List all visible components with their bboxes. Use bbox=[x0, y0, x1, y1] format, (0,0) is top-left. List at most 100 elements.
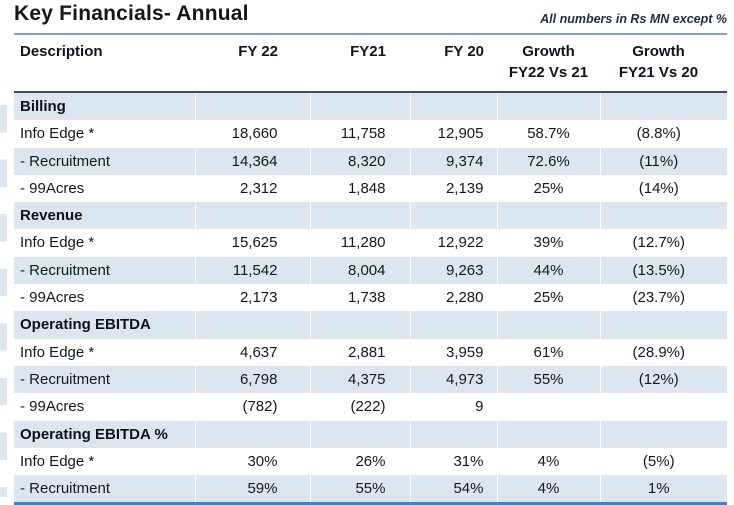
cell-fy21: 1,848 bbox=[310, 174, 411, 203]
cell-growth-fy22-vs-21: 4% bbox=[497, 475, 601, 504]
data-row: - Recruitment 6,798 4,375 4,973 55% (12%) bbox=[14, 365, 727, 394]
cell-fy21: 55% bbox=[310, 475, 411, 504]
cell-growth-fy22-vs-21 bbox=[497, 311, 601, 339]
row-label: Operating EBITDA bbox=[14, 311, 196, 339]
row-label: Revenue bbox=[14, 202, 196, 230]
section-row: Revenue bbox=[14, 202, 727, 230]
section-row: Operating EBITDA % bbox=[14, 420, 727, 448]
col-header-fy22: FY 22 bbox=[195, 34, 310, 93]
page-title: Key Financials- Annual bbox=[14, 2, 249, 25]
section-row: Operating EBITDA bbox=[14, 311, 727, 339]
left-edge-artifact bbox=[0, 105, 7, 497]
cell-fy21: 11,758 bbox=[310, 120, 411, 148]
cell-fy20: 9 bbox=[410, 393, 498, 421]
cell-growth-fy22-vs-21: 55% bbox=[497, 365, 601, 394]
cell-fy20 bbox=[410, 202, 498, 230]
cell-growth-fy22-vs-21 bbox=[497, 202, 601, 230]
cell-fy21 bbox=[310, 311, 411, 339]
cell-fy20: 3,959 bbox=[410, 338, 498, 366]
row-label: - 99Acres bbox=[14, 174, 196, 203]
cell-fy21 bbox=[310, 92, 411, 121]
cell-fy22: 11,542 bbox=[195, 256, 311, 285]
cell-fy21: 11,280 bbox=[310, 229, 411, 257]
col-header-line1: Growth bbox=[522, 43, 575, 60]
cell-fy20: 2,280 bbox=[410, 284, 498, 312]
cell-fy20: 31% bbox=[410, 447, 498, 476]
cell-fy21: 4,375 bbox=[310, 365, 411, 394]
cell-growth-fy21-vs-20: (11%) bbox=[600, 147, 727, 175]
header-row: Description FY 22 FY21 FY 20 Growth FY22… bbox=[14, 34, 727, 93]
row-label: Info Edge * bbox=[14, 120, 196, 148]
cell-fy22 bbox=[195, 311, 311, 339]
cell-fy22: 2,312 bbox=[195, 174, 311, 203]
data-row: - Recruitment 11,542 8,004 9,263 44% (13.5%) bbox=[14, 256, 727, 285]
cell-growth-fy22-vs-21: 4% bbox=[497, 447, 601, 476]
section-row: Billing bbox=[14, 92, 727, 121]
row-label: - Recruitment bbox=[14, 475, 196, 504]
financials-table: Description FY 22 FY21 FY 20 Growth FY22… bbox=[14, 33, 727, 505]
cell-fy20: 12,905 bbox=[410, 120, 498, 148]
col-header-fy20: FY 20 bbox=[410, 34, 497, 93]
cell-fy22 bbox=[195, 202, 311, 230]
data-row: Info Edge * 18,660 11,758 12,905 58.7% (8.8%) bbox=[14, 120, 727, 148]
cell-growth-fy22-vs-21: 58.7% bbox=[497, 120, 601, 148]
cell-fy21 bbox=[310, 202, 411, 230]
col-header-description: Description bbox=[14, 34, 195, 93]
cell-fy22: 30% bbox=[195, 447, 311, 476]
cell-fy22: 2,173 bbox=[195, 284, 311, 312]
cell-growth-fy21-vs-20 bbox=[600, 420, 727, 448]
cell-growth-fy21-vs-20 bbox=[600, 311, 727, 339]
col-header-line2: FY21 Vs 20 bbox=[618, 64, 699, 81]
cell-growth-fy22-vs-21: 44% bbox=[497, 256, 601, 285]
units-note: All numbers in Rs MN except % bbox=[540, 12, 727, 26]
cell-growth-fy22-vs-21: 25% bbox=[497, 284, 601, 312]
cell-fy22 bbox=[195, 92, 311, 121]
cell-fy21: 26% bbox=[310, 447, 411, 476]
cell-growth-fy22-vs-21: 72.6% bbox=[497, 147, 601, 175]
cell-growth-fy22-vs-21: 61% bbox=[497, 338, 601, 366]
cell-fy22: 6,798 bbox=[195, 365, 311, 394]
row-label: - 99Acres bbox=[14, 393, 196, 421]
data-row: Info Edge * 15,625 11,280 12,922 39% (12.7%) bbox=[14, 229, 727, 257]
col-header-growth-fy22-vs-21: Growth FY22 Vs 21 bbox=[497, 34, 600, 93]
cell-growth-fy22-vs-21: 25% bbox=[497, 174, 601, 203]
cell-fy21: 8,320 bbox=[310, 147, 411, 175]
cell-fy20: 2,139 bbox=[410, 174, 498, 203]
cell-fy21: 2,881 bbox=[310, 338, 411, 366]
col-header-growth-fy21-vs-20: Growth FY21 Vs 20 bbox=[600, 34, 727, 93]
cell-fy22: 59% bbox=[195, 475, 311, 504]
cell-fy20: 12,922 bbox=[410, 229, 498, 257]
cell-growth-fy22-vs-21 bbox=[497, 420, 601, 448]
cell-growth-fy21-vs-20: (12.7%) bbox=[632, 234, 686, 252]
cell-growth-fy21-vs-20: (23.7%) bbox=[632, 289, 686, 307]
cell-growth-fy21-vs-20: (5%) bbox=[642, 452, 675, 470]
cell-fy22: 4,637 bbox=[195, 338, 311, 366]
row-label: - Recruitment bbox=[14, 365, 196, 394]
cell-fy20 bbox=[410, 420, 498, 448]
cell-fy20 bbox=[410, 92, 498, 121]
row-label: - Recruitment bbox=[14, 256, 196, 285]
cell-fy20 bbox=[410, 311, 498, 339]
cell-fy21: (222) bbox=[310, 393, 411, 421]
data-row: - 99Acres 2,312 1,848 2,139 25% (14%) bbox=[14, 174, 727, 203]
table-body: Billing Info Edge * 18,660 11,758 12,905 58.7… bbox=[14, 92, 727, 504]
cell-growth-fy21-vs-20 bbox=[600, 202, 727, 230]
cell-growth-fy21-vs-20 bbox=[600, 92, 727, 121]
cell-growth-fy21-vs-20: (14%) bbox=[638, 179, 679, 197]
row-label: Info Edge * bbox=[14, 338, 196, 366]
col-header-line1: Growth bbox=[632, 43, 685, 60]
cell-fy20: 4,973 bbox=[410, 365, 498, 394]
row-label: - 99Acres bbox=[14, 284, 196, 312]
data-row: - 99Acres 2,173 1,738 2,280 25% (23.7%) bbox=[14, 284, 727, 312]
data-row: - Recruitment 59% 55% 54% 4% 1% bbox=[14, 475, 727, 504]
data-row: - Recruitment 14,364 8,320 9,374 72.6% (11%) bbox=[14, 147, 727, 175]
cell-growth-fy21-vs-20: (13.5%) bbox=[600, 256, 727, 285]
cell-growth-fy22-vs-21 bbox=[497, 92, 601, 121]
cell-growth-fy22-vs-21: 39% bbox=[497, 229, 601, 257]
cell-fy21: 1,738 bbox=[310, 284, 411, 312]
row-label: Info Edge * bbox=[14, 447, 196, 476]
cell-fy22: 14,364 bbox=[195, 147, 311, 175]
table-header: Description FY 22 FY21 FY 20 Growth FY22… bbox=[14, 34, 727, 93]
cell-fy20: 9,263 bbox=[410, 256, 498, 285]
cell-growth-fy21-vs-20: 1% bbox=[600, 475, 727, 504]
